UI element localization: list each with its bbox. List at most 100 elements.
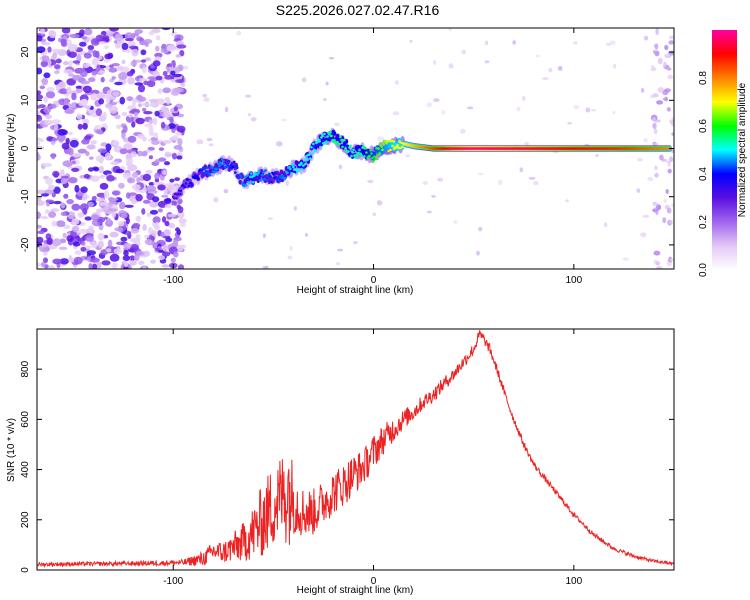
noise-blob [208, 143, 214, 147]
noise-blob [162, 170, 167, 175]
signal-core [215, 170, 218, 173]
signal-core [173, 192, 177, 196]
noise-blob [68, 147, 74, 156]
noise-blob [117, 221, 125, 227]
noise-blob [642, 214, 650, 218]
noise-blob [106, 175, 115, 182]
noise-blob [52, 258, 62, 265]
noise-blob [155, 75, 163, 81]
y-tick-label: 400 [20, 461, 31, 478]
signal-core [351, 151, 354, 154]
noise-blob [51, 220, 57, 227]
signal-core [370, 152, 373, 155]
noise-blob [595, 154, 599, 157]
noise-blob [154, 247, 160, 252]
snr-frame [36, 328, 675, 571]
noise-blob [142, 199, 151, 204]
signal-core [193, 174, 197, 177]
signal-core [333, 138, 336, 142]
noise-blob [84, 216, 92, 221]
signal-core [245, 184, 248, 187]
noise-blob [148, 131, 155, 136]
noise-blob [63, 97, 70, 106]
noise-blob [129, 244, 139, 251]
noise-blob [61, 142, 70, 150]
noise-blob [652, 122, 657, 130]
signal-core [272, 172, 275, 176]
noise-blob [100, 76, 105, 83]
noise-blob [74, 250, 82, 255]
signal-core [187, 184, 191, 188]
noise-blob [76, 54, 82, 63]
noise-blob [118, 182, 125, 189]
signal-core [317, 138, 320, 141]
noise-blob [37, 35, 43, 42]
noise-blob [304, 233, 309, 237]
noise-blob [133, 112, 139, 117]
noise-blob [39, 85, 46, 90]
noise-blob [484, 40, 489, 46]
noise-blob [37, 200, 45, 206]
noise-blob [160, 48, 169, 54]
noise-blob [667, 162, 671, 167]
noise-blob [152, 117, 158, 126]
noise-blob [108, 64, 114, 68]
signal-core [203, 167, 206, 171]
noise-blob [130, 151, 137, 158]
noise-blob [176, 204, 181, 210]
noise-blob [130, 60, 138, 67]
noise-blob [557, 66, 563, 71]
noise-blob [141, 150, 148, 157]
signal-core [243, 184, 246, 187]
noise-blob [160, 231, 165, 238]
signal-core [183, 185, 187, 189]
noise-blob [37, 137, 42, 142]
signal-core [237, 174, 240, 177]
noise-blob [154, 110, 160, 117]
noise-blob [175, 54, 181, 58]
noise-blob [51, 119, 61, 125]
noise-blob [91, 242, 98, 249]
signal-core [300, 161, 303, 165]
noise-blob [135, 194, 143, 202]
noise-blob [144, 239, 153, 245]
signal-core [310, 146, 313, 149]
signal-core [349, 144, 352, 147]
noise-blob [164, 153, 175, 157]
noise-blob [143, 111, 153, 115]
noise-blob [43, 96, 48, 103]
signal-core [220, 163, 223, 166]
snr-plot-area [37, 329, 674, 570]
noise-blob [121, 131, 126, 140]
noise-blob [73, 256, 83, 265]
signal-core [176, 192, 180, 196]
noise-blob [665, 189, 669, 194]
noise-blob [135, 250, 145, 256]
noise-blob [142, 136, 147, 142]
noise-blob [138, 103, 142, 108]
noise-blob [372, 212, 376, 216]
signal-core [216, 167, 219, 171]
signal-band [238, 179, 243, 185]
signal-core [372, 159, 375, 163]
noise-blob [164, 204, 172, 209]
signal-core [388, 139, 391, 143]
noise-blob [667, 168, 672, 174]
noise-blob [145, 169, 153, 174]
noise-blob [47, 184, 56, 191]
noise-blob [105, 152, 112, 160]
noise-blob [37, 141, 41, 146]
signal-core [303, 158, 306, 161]
noise-blob [164, 220, 170, 227]
noise-blob [524, 142, 529, 146]
noise-blob [669, 219, 673, 225]
noise-blob [83, 173, 90, 179]
signal-core [379, 142, 382, 146]
signal-core [322, 142, 325, 145]
noise-blob [172, 239, 179, 247]
noise-blob [120, 236, 128, 242]
noise-blob [603, 222, 608, 228]
noise-blob [164, 161, 170, 166]
noise-blob [118, 72, 128, 80]
noise-blob [591, 109, 597, 112]
